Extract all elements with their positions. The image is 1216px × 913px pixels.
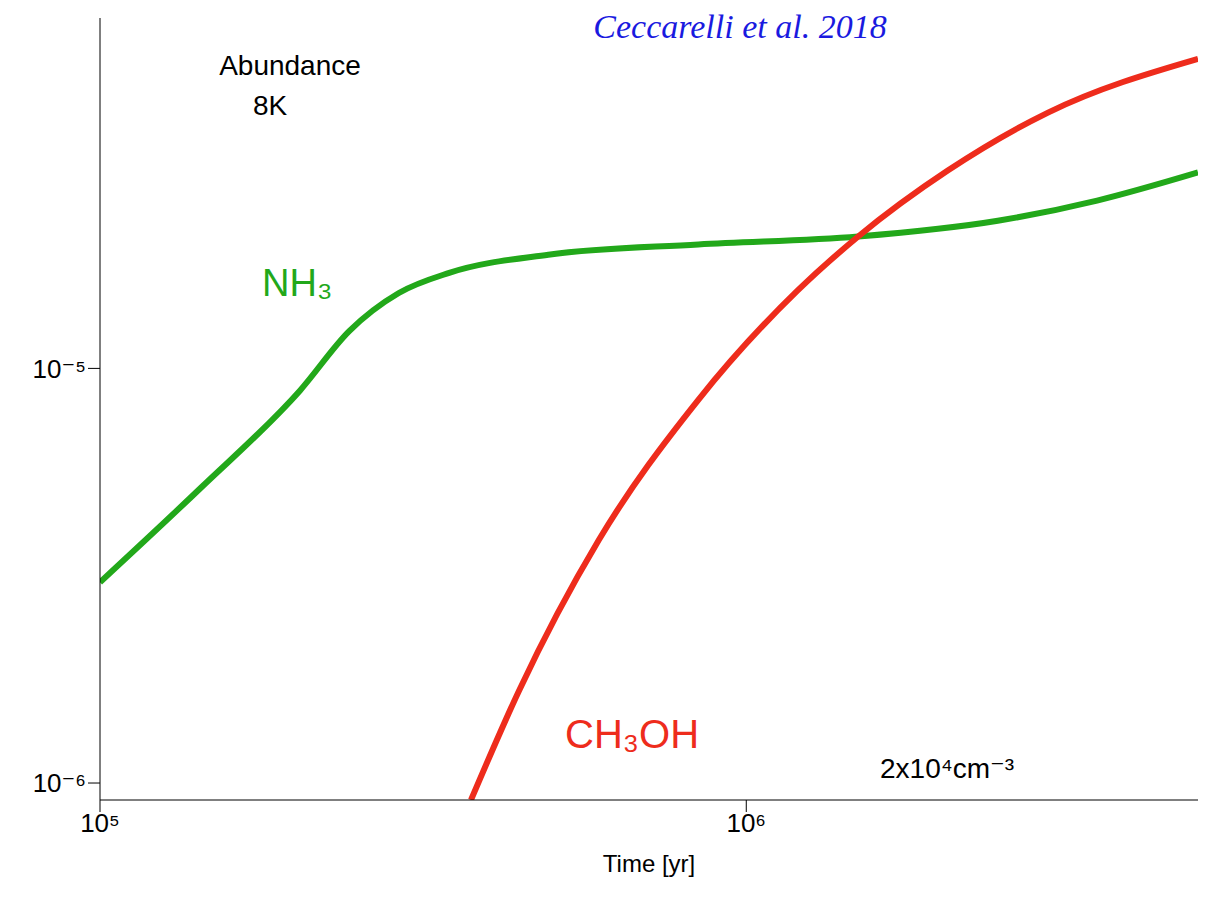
svg-text:10⁻⁵: 10⁻⁵ (33, 354, 86, 384)
svg-text:Time [yr]: Time [yr] (603, 850, 695, 877)
html-text:8K: 8K (252, 90, 288, 121)
svg-text:10⁻⁶: 10⁻⁶ (33, 768, 86, 798)
html-text:Abundance: Abundance (219, 50, 361, 81)
svg-text:10⁶: 10⁶ (726, 808, 766, 838)
html-text:CH₃OH: CH₃OH (565, 712, 700, 756)
svg-text:10⁵: 10⁵ (80, 808, 120, 838)
html-text:Ceccarelli et al. 2018: Ceccarelli et al. 2018 (593, 8, 887, 45)
html-text:NH₃: NH₃ (262, 262, 333, 304)
html-text:2x10⁴cm⁻³: 2x10⁴cm⁻³ (880, 753, 1015, 784)
